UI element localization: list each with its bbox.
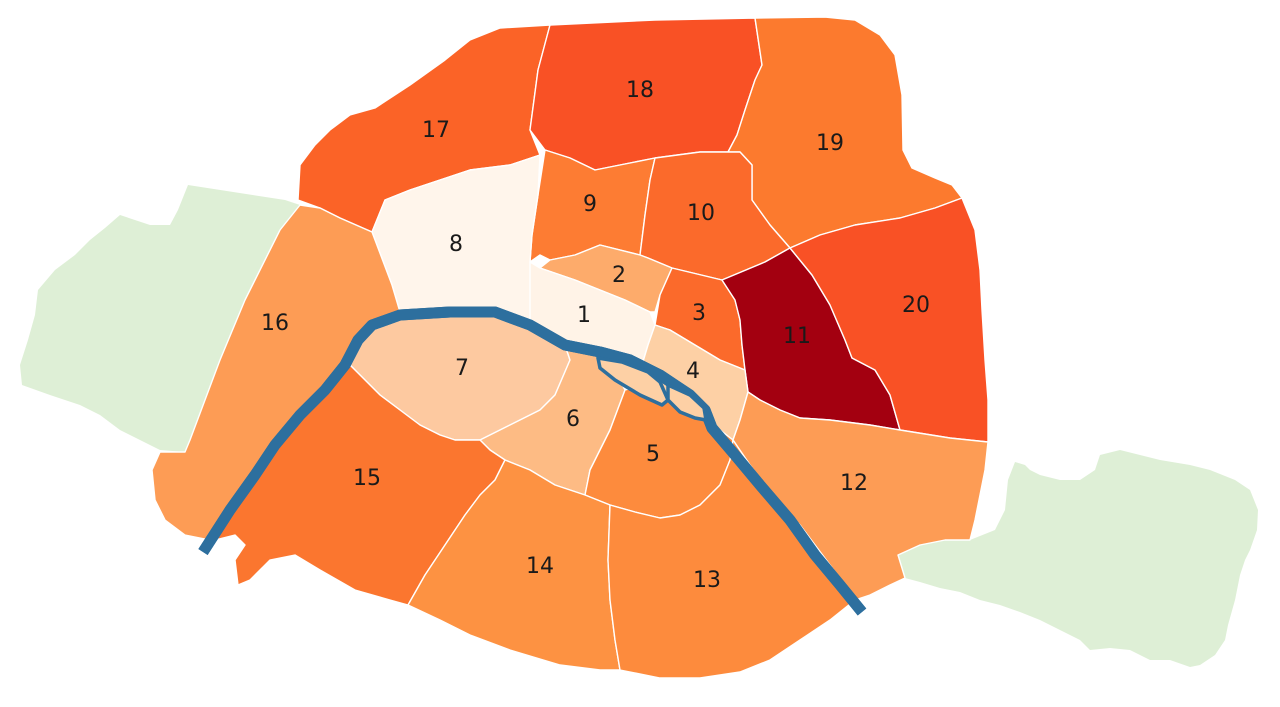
ile-de-la-cite xyxy=(596,356,670,407)
label-12: 12 xyxy=(840,471,868,496)
label-4: 4 xyxy=(686,359,700,384)
arrondissement-20[interactable] xyxy=(789,197,989,443)
label-15: 15 xyxy=(353,466,381,491)
seine-river xyxy=(198,306,867,616)
label-10: 10 xyxy=(687,201,715,226)
label-8: 8 xyxy=(449,232,463,257)
label-3: 3 xyxy=(692,301,706,326)
label-16: 16 xyxy=(261,311,289,336)
label-14: 14 xyxy=(526,554,554,579)
label-6: 6 xyxy=(566,407,580,432)
label-7: 7 xyxy=(455,356,469,381)
label-11: 11 xyxy=(783,324,811,349)
label-9: 9 xyxy=(583,192,597,217)
label-19: 19 xyxy=(816,131,844,156)
bois-de-boulogne xyxy=(20,185,300,452)
label-18: 18 xyxy=(626,78,654,103)
label-20: 20 xyxy=(902,293,930,318)
label-17: 17 xyxy=(422,118,450,143)
bois-de-vincennes xyxy=(898,450,1258,667)
arrondissement-14[interactable] xyxy=(407,459,621,671)
ile-saint-louis xyxy=(666,383,708,422)
label-13: 13 xyxy=(693,568,721,593)
label-5: 5 xyxy=(646,442,660,467)
arrondissement-labels: 1 2 3 4 5 6 7 8 9 10 11 12 13 14 15 16 1… xyxy=(261,78,930,593)
label-1: 1 xyxy=(577,303,591,328)
label-2: 2 xyxy=(612,263,626,288)
